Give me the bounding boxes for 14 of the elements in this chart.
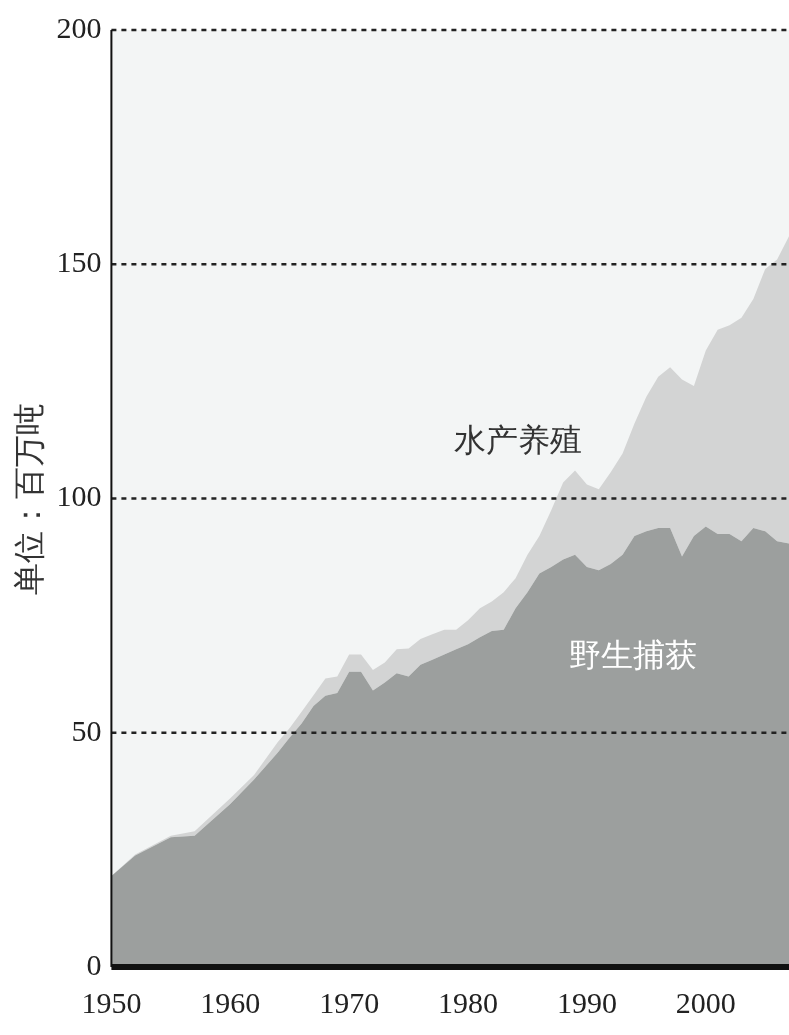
x-tick-label: 1970 <box>319 985 380 1019</box>
y-tick-label: 50 <box>71 713 102 747</box>
y-axis-title: 单位：百万吨 <box>10 402 47 595</box>
x-tick-label: 1950 <box>81 985 142 1019</box>
series-label: 水产养殖 <box>453 421 582 458</box>
y-tick-label: 0 <box>86 947 102 981</box>
x-tick-label: 1960 <box>200 985 261 1019</box>
y-tick-label: 150 <box>56 245 102 279</box>
y-tick-label: 100 <box>56 479 102 513</box>
y-tick-label: 200 <box>56 10 102 44</box>
series-label: 野生捕获 <box>569 637 698 674</box>
x-tick-label: 2000 <box>675 985 736 1019</box>
x-tick-label: 1990 <box>556 985 617 1019</box>
x-tick-label: 1980 <box>438 985 499 1019</box>
